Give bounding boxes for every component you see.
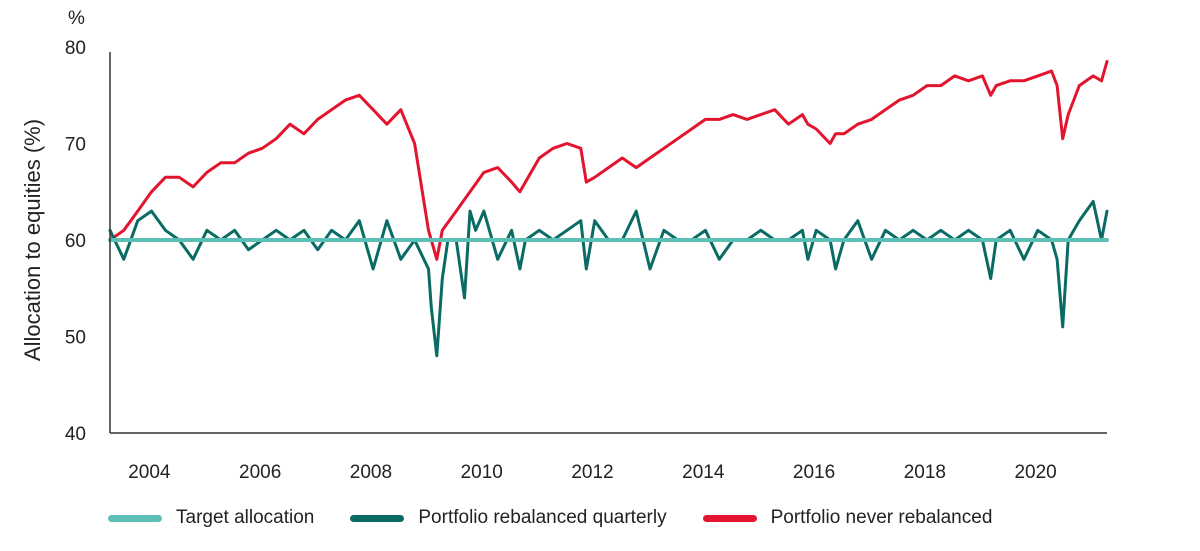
legend-swatch: [702, 514, 757, 522]
x-tick-label: 2006: [239, 462, 281, 483]
x-tick-label: 2010: [461, 462, 503, 483]
y-tick-label: 60: [65, 231, 86, 252]
series-line-portfolio-never-rebalanced: [108, 60, 1109, 261]
series-lines: [108, 60, 1109, 358]
legend-item-target-allocation: Target allocation: [108, 507, 314, 529]
y-tick-label: 70: [65, 135, 86, 156]
series-line-portfolio-rebalanced-quarterly: [108, 199, 1109, 358]
x-tick-label: 2004: [128, 462, 171, 483]
legend-item-portfolio-never-rebalanced: Portfolio never rebalanced: [702, 507, 993, 529]
x-tick-label: 2014: [682, 462, 725, 483]
y-tick-label: 50: [65, 328, 86, 349]
x-tick-labels: 2004 2006 2008 2010 2012 2014 2016 2018 2020: [128, 462, 1057, 483]
y-tick-labels: 40 50 60 70 80: [65, 38, 86, 445]
y-axis-title: Allocation to equities (%): [20, 119, 45, 361]
legend-swatch: [108, 514, 162, 522]
x-tick-label: 2020: [1014, 462, 1056, 483]
x-tick-label: 2012: [571, 462, 613, 483]
legend-item-portfolio-rebalanced-quarterly: Portfolio rebalanced quarterly: [350, 507, 667, 529]
x-tick-label: 2008: [350, 462, 392, 483]
x-tick-label: 2016: [793, 462, 835, 483]
legend-label: Target allocation: [176, 507, 315, 528]
legend-swatch: [350, 514, 405, 522]
y-unit-label: %: [68, 8, 85, 29]
legend-label: Portfolio never rebalanced: [770, 507, 993, 528]
legend-label: Portfolio rebalanced quarterly: [418, 507, 667, 528]
y-tick-label: 40: [65, 424, 86, 445]
y-tick-label: 80: [65, 38, 86, 59]
legend: Target allocation Portfolio rebalanced qu…: [108, 504, 1028, 532]
x-tick-label: 2018: [904, 462, 946, 483]
